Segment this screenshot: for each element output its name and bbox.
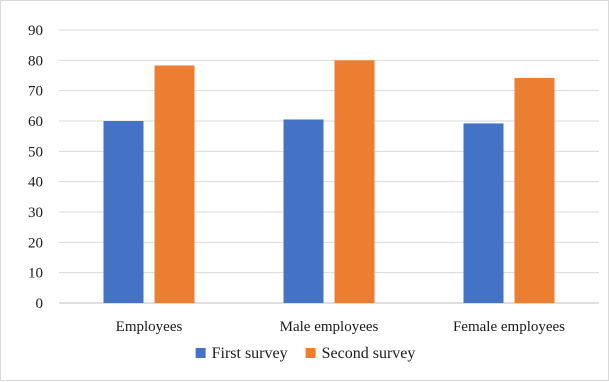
x-category-label: Female employees	[453, 319, 565, 335]
legend-label: First survey	[212, 345, 288, 362]
y-tick-label: 20	[28, 235, 43, 251]
legend-swatch	[195, 348, 206, 358]
y-tick-label: 40	[28, 175, 43, 191]
x-category-label: Male employees	[280, 319, 379, 335]
bar-second-survey	[154, 65, 195, 304]
bar-first-survey	[283, 119, 324, 303]
bar-first-survey	[463, 123, 504, 303]
bar-first-survey	[103, 121, 144, 303]
y-tick-label: 50	[28, 144, 43, 160]
legend-swatch	[305, 348, 316, 358]
y-tick-label: 30	[28, 205, 43, 221]
y-tick-label: 10	[28, 266, 43, 282]
bar-second-survey	[334, 60, 375, 304]
bar-second-survey	[514, 77, 555, 303]
y-tick-label: 0	[36, 296, 44, 312]
y-tick-label: 60	[28, 114, 43, 130]
legend-label: Second survey	[322, 345, 416, 362]
y-tick-label: 70	[28, 84, 43, 100]
y-tick-label: 90	[28, 23, 43, 39]
y-tick-label: 80	[28, 53, 43, 69]
x-category-label: Employees	[116, 319, 183, 335]
